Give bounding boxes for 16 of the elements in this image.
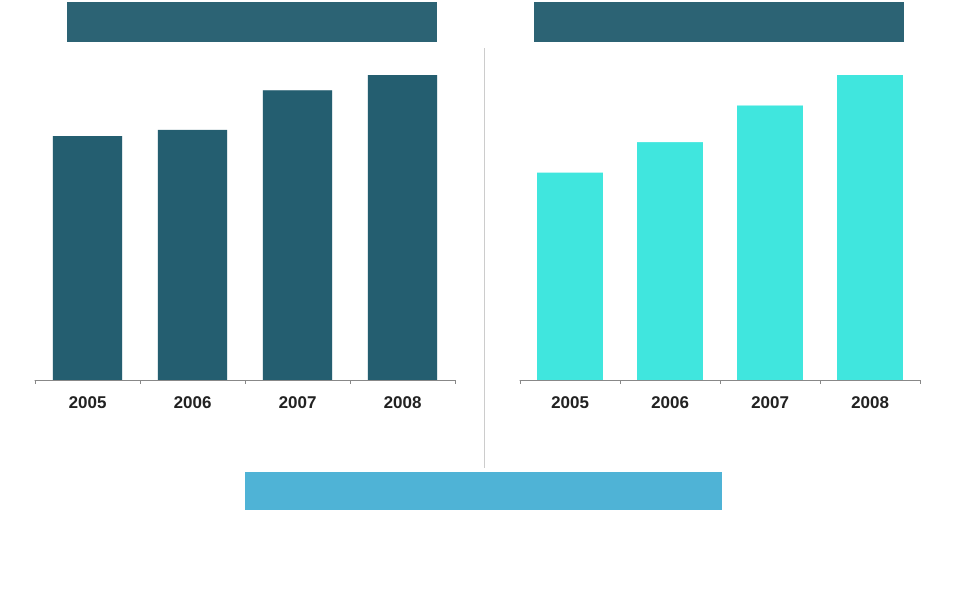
x-tick-label: 2006: [651, 393, 689, 412]
bar: [52, 136, 122, 380]
bar: [737, 106, 803, 380]
x-tick-label: 2008: [851, 393, 889, 412]
bar: [537, 172, 603, 380]
bar: [158, 130, 228, 380]
x-tick-label: 2005: [551, 393, 589, 412]
x-tick-label: 2008: [384, 393, 422, 412]
x-tick-label: 2006: [174, 393, 212, 412]
bar: [368, 75, 438, 380]
x-tick-label: 2007: [751, 393, 789, 412]
bar: [637, 142, 703, 380]
bar: [837, 75, 903, 380]
x-tick-label: 2007: [278, 393, 316, 412]
bar: [262, 90, 332, 380]
x-tick-label: 2005: [68, 393, 106, 412]
